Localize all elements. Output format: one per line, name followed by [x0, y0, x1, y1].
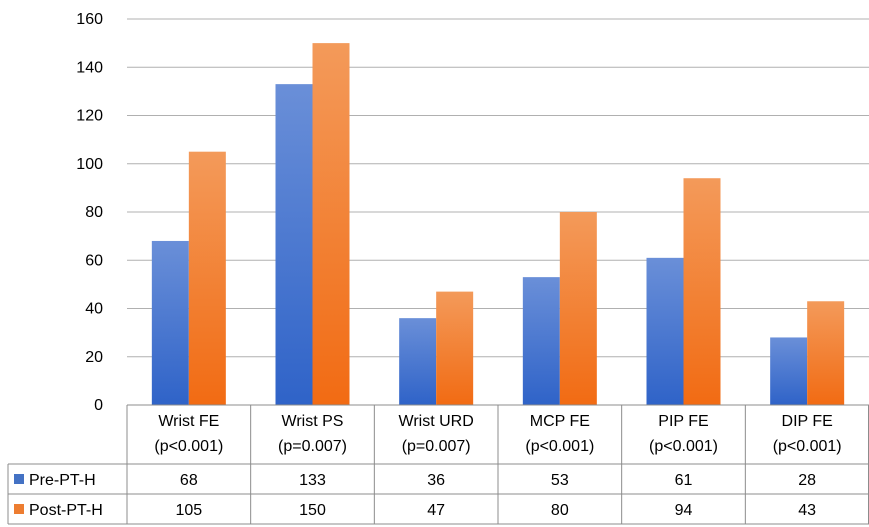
category-label: (p=0.007) — [402, 438, 471, 455]
table-value: 36 — [427, 472, 445, 489]
data-table: Wrist FE (p<0.001) Wrist PS (p=0.007) Wrist … — [7, 404, 869, 525]
bar — [312, 43, 350, 405]
category-label: (p<0.001) — [154, 438, 223, 455]
legend-label: Post-PT-H — [29, 502, 103, 519]
bar — [683, 178, 721, 405]
y-tick-label: 120 — [76, 108, 103, 125]
category-label: Wrist FE — [158, 413, 219, 430]
y-tick-label: 140 — [76, 59, 103, 76]
bar — [770, 337, 808, 405]
bar — [522, 277, 560, 405]
category-label: PIP FE — [658, 413, 708, 430]
y-tick-label: 0 — [94, 397, 103, 414]
table-value: 68 — [180, 472, 198, 489]
bar — [275, 84, 313, 405]
bar — [151, 240, 189, 405]
table-value: 28 — [798, 472, 816, 489]
table-value: 80 — [551, 502, 569, 519]
bars — [151, 43, 845, 405]
legend-swatch — [14, 474, 24, 484]
category-label: (p=0.007) — [278, 438, 347, 455]
category-label: (p<0.001) — [525, 438, 594, 455]
y-tick-label: 60 — [85, 252, 103, 269]
table-value: 105 — [175, 502, 202, 519]
bar — [436, 291, 474, 405]
category-label: (p<0.001) — [649, 438, 718, 455]
y-tick-label: 160 — [76, 11, 103, 28]
table-value: 43 — [798, 502, 816, 519]
y-tick-label: 20 — [85, 349, 103, 366]
table-value: 133 — [299, 472, 326, 489]
bar — [188, 151, 226, 405]
legend-swatch — [14, 504, 24, 514]
bar — [646, 257, 684, 405]
legend-label: Pre-PT-H — [29, 472, 96, 489]
table-value: 61 — [675, 472, 693, 489]
table-value: 94 — [675, 502, 693, 519]
bar — [559, 212, 597, 405]
category-label: DIP FE — [782, 413, 833, 430]
bar — [807, 301, 845, 405]
category-label: Wrist PS — [282, 413, 344, 430]
y-tick-label: 40 — [85, 301, 103, 318]
category-label: (p<0.001) — [773, 438, 842, 455]
gridlines — [127, 18, 869, 358]
category-label: Wrist URD — [399, 413, 474, 430]
table-value: 47 — [427, 502, 445, 519]
y-tick-label: 100 — [76, 156, 103, 173]
bar — [399, 318, 437, 405]
y-axis: 0 20 40 60 80 100 120 140 160 — [76, 11, 103, 414]
table-value: 150 — [299, 502, 326, 519]
y-tick-label: 80 — [85, 204, 103, 221]
category-label: MCP FE — [530, 413, 590, 430]
table-value: 53 — [551, 472, 569, 489]
